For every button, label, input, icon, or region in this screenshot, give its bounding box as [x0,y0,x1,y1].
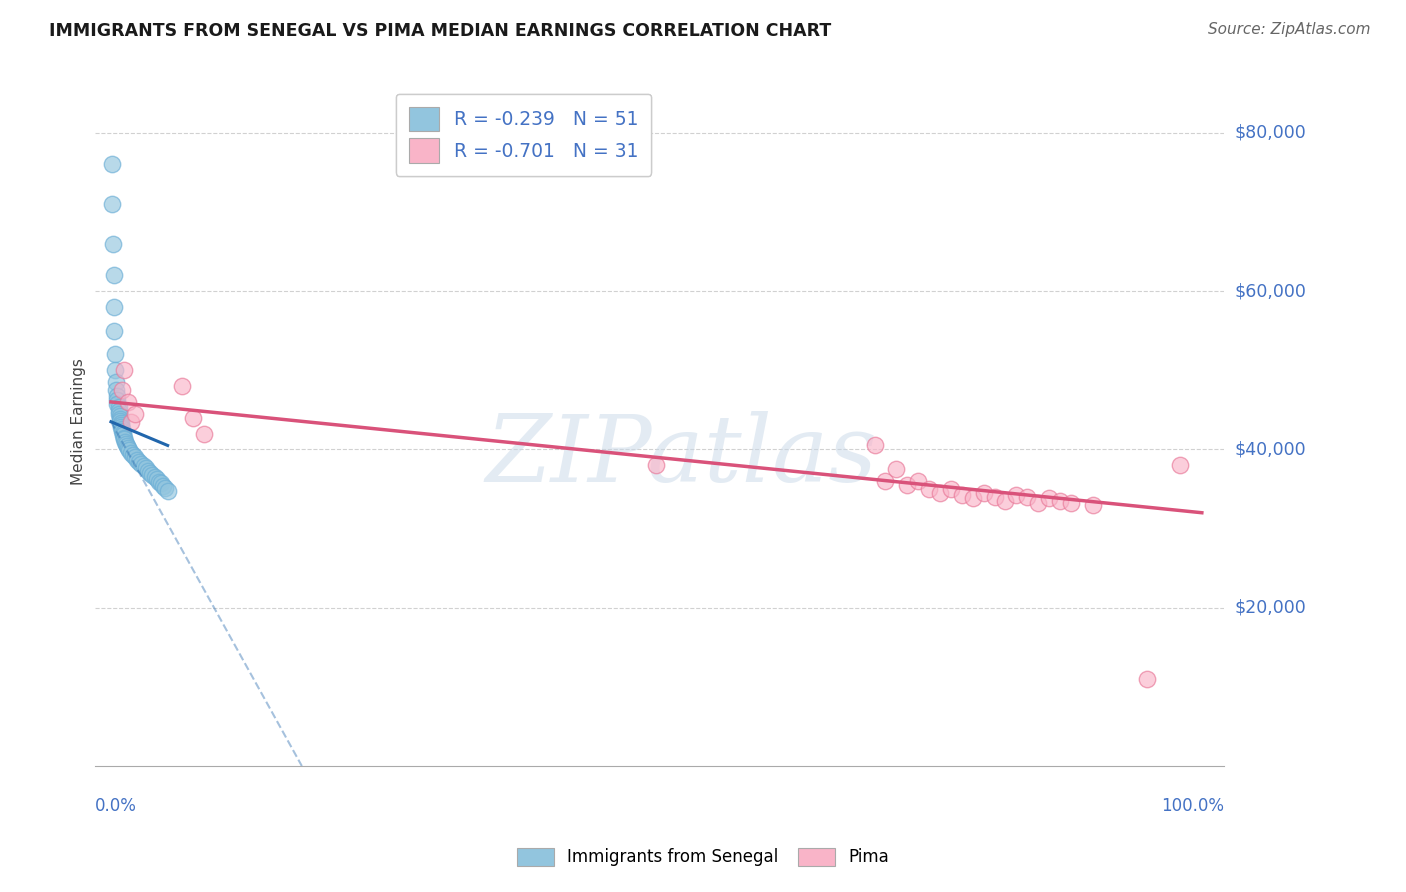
Point [117,395,139,409]
Text: $60,000: $60,000 [1234,282,1306,300]
Point [994,494,1017,508]
Point [107,393,129,408]
Point [1081,498,1104,512]
Point [141,467,163,482]
Point [950,488,973,502]
Text: $80,000: $80,000 [1234,124,1306,142]
Point [105,375,128,389]
Point [124,450,146,465]
Point [929,486,952,500]
Point [973,486,995,500]
Point [111,425,134,440]
Point [145,473,167,487]
Point [108,414,131,428]
Point [148,475,170,489]
Y-axis label: Median Earnings: Median Earnings [72,359,86,485]
Point [962,491,984,506]
Point [181,410,204,425]
Text: IMMIGRANTS FROM SENEGAL VS PIMA MEDIAN EARNINGS CORRELATION CHART: IMMIGRANTS FROM SENEGAL VS PIMA MEDIAN E… [49,22,831,40]
Legend: Immigrants from Senegal, Pima: Immigrants from Senegal, Pima [510,841,896,873]
Point [107,407,129,421]
Point [121,448,143,462]
Point [127,452,149,467]
Point [143,470,166,484]
Point [128,455,150,469]
Point [107,397,129,411]
Legend: R = -0.239   N = 51, R = -0.701   N = 31: R = -0.239 N = 51, R = -0.701 N = 31 [395,94,651,176]
Point [1049,494,1071,508]
Text: $40,000: $40,000 [1234,441,1306,458]
Point [139,466,162,480]
Point [107,401,129,415]
Point [117,441,139,455]
Text: $20,000: $20,000 [1234,599,1306,616]
Point [131,458,153,472]
Point [110,417,132,432]
Point [117,439,139,453]
Point [120,445,142,459]
Point [101,197,124,211]
Point [110,420,132,434]
Point [156,483,179,498]
Point [132,458,155,473]
Point [114,434,136,449]
Text: 100.0%: 100.0% [1161,797,1223,814]
Point [118,443,141,458]
Point [112,363,135,377]
Point [863,438,886,452]
Point [939,482,962,496]
Point [152,479,174,493]
Point [108,409,131,424]
Point [1026,496,1049,510]
Point [896,478,918,492]
Point [115,437,138,451]
Point [124,407,146,421]
Point [108,411,131,425]
Point [150,476,173,491]
Point [1038,491,1060,506]
Point [107,389,129,403]
Point [110,416,132,430]
Point [135,461,157,475]
Point [120,415,142,429]
Point [193,426,215,441]
Point [1005,488,1028,502]
Point [983,490,1005,504]
Point [1060,496,1083,510]
Point [111,383,134,397]
Point [103,268,125,283]
Text: Source: ZipAtlas.com: Source: ZipAtlas.com [1208,22,1371,37]
Point [918,482,941,496]
Point [645,458,668,473]
Point [101,157,124,171]
Point [101,236,124,251]
Point [907,474,929,488]
Point [105,383,128,397]
Point [103,300,125,314]
Text: 0.0%: 0.0% [94,797,136,814]
Point [111,424,134,438]
Point [104,363,127,377]
Point [107,403,129,417]
Point [112,432,135,446]
Point [170,379,193,393]
Point [875,474,897,488]
Point [886,462,908,476]
Point [136,464,159,478]
Point [111,428,134,442]
Text: ZIPatlas: ZIPatlas [485,411,877,501]
Point [155,481,177,495]
Point [1168,458,1191,473]
Point [112,431,135,445]
Point [111,422,134,436]
Point [1017,490,1039,504]
Point [104,347,127,361]
Point [1136,672,1159,686]
Point [103,324,125,338]
